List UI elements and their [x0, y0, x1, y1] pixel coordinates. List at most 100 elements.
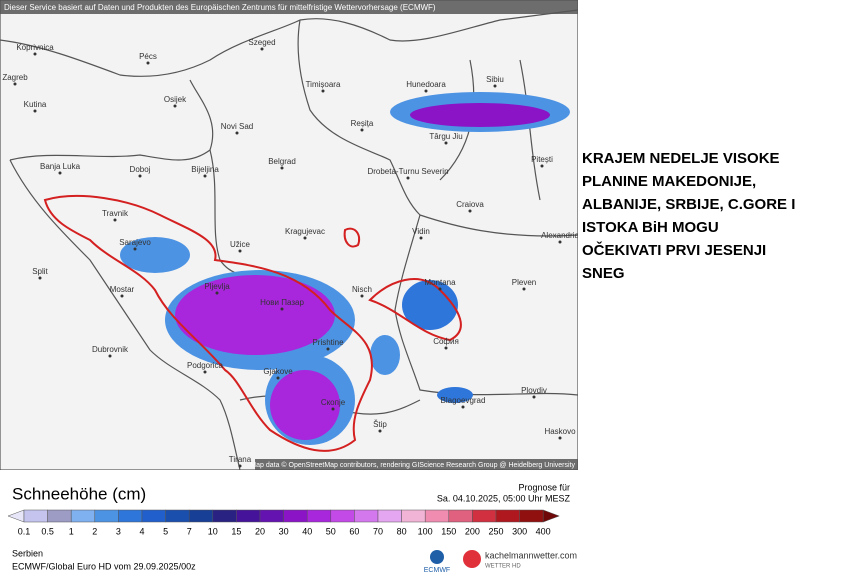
legend-swatch — [377, 509, 402, 523]
header-bar — [0, 0, 578, 14]
city-label: Sibiu — [486, 75, 504, 84]
legend-label: 300 — [512, 526, 527, 536]
city-label: Belgrad — [268, 157, 296, 166]
legend-swatch — [47, 509, 72, 523]
city-dot — [444, 141, 448, 145]
city-dot — [260, 47, 264, 51]
legend-swatch — [495, 509, 520, 523]
city-dot — [146, 61, 150, 65]
city-label: Novi Sad — [221, 122, 253, 131]
legend-swatch — [424, 509, 450, 523]
city-label: Blagoevgrad — [441, 396, 486, 405]
map: Dieser Service basiert auf Daten und Pro… — [0, 0, 578, 470]
legend-swatch — [354, 509, 379, 523]
city-label: Craiova — [456, 200, 484, 209]
city-label: Bijeljina — [191, 165, 219, 174]
city-label: Zagreb — [2, 73, 28, 82]
city-dot — [276, 376, 280, 380]
legend-label: 60 — [349, 526, 359, 536]
city-dot — [468, 209, 472, 213]
city-dot — [424, 89, 428, 93]
legend-label: 5 — [163, 526, 168, 536]
forecast-time: Sa. 04.10.2025, 05:00 Uhr MESZ — [437, 493, 571, 503]
city-label: Prishtine — [312, 338, 344, 347]
caption-line: OČEKIVATI PRVI JESENJI — [582, 242, 767, 259]
city-dot — [215, 291, 219, 295]
city-label: Mostar — [110, 285, 135, 294]
header: Dieser Service basiert auf Daten und Pro… — [4, 3, 436, 12]
city-dot — [558, 240, 562, 244]
legend-swatch — [283, 509, 308, 523]
city-dot — [235, 131, 239, 135]
legend-title: Schneehöhe (cm) — [12, 484, 146, 503]
caption-line: SNEG — [582, 265, 625, 282]
city-dot — [238, 464, 242, 468]
city-label: Szeged — [248, 38, 275, 47]
legend-label: 4 — [139, 526, 144, 536]
city-label: София — [433, 337, 459, 346]
legend-swatch — [259, 509, 284, 523]
city-label: Banja Luka — [40, 162, 81, 171]
city-label: Nisch — [352, 285, 372, 294]
legend-label: 200 — [465, 526, 480, 536]
legend-label: 0.5 — [41, 526, 54, 536]
city-dot — [532, 395, 536, 399]
city-label: Montana — [424, 278, 456, 287]
legend-label: 10 — [208, 526, 218, 536]
city-dot — [558, 436, 562, 440]
city-dot — [58, 171, 62, 175]
city-label: Pleven — [512, 278, 536, 287]
city-dot — [280, 166, 284, 170]
legend-swatch — [448, 509, 473, 523]
city-dot — [138, 174, 142, 178]
city-dot — [33, 109, 37, 113]
city-label: Timișoara — [306, 80, 341, 89]
city-label: Dubrovnik — [92, 345, 129, 354]
attribution-bar — [255, 459, 578, 470]
legend-label: 0.1 — [18, 526, 31, 536]
city-label: Pitești — [531, 155, 553, 164]
kachelmann-icon — [463, 550, 481, 568]
city-dot — [303, 236, 307, 240]
caption-line: ALBANIJE, SRBIJE, C.GORE I — [582, 196, 796, 213]
city-label: Kragujevac — [285, 227, 325, 236]
city-label: Târgu Jiu — [429, 132, 462, 141]
attribution: Map data © OpenStreetMap contributors, r… — [250, 461, 575, 469]
legend-label: 20 — [255, 526, 265, 536]
legend-swatch — [118, 509, 143, 523]
city-dot — [406, 176, 410, 180]
city-dot — [378, 429, 382, 433]
legend-swatch — [23, 509, 48, 523]
legend-label: 2 — [92, 526, 97, 536]
legend-label: 1 — [69, 526, 74, 536]
city-label: Travnik — [102, 209, 129, 218]
city-dot — [133, 247, 137, 251]
logo-sub: WETTER HD — [485, 564, 521, 570]
legend-swatch — [519, 509, 544, 523]
legend-swatch — [94, 509, 119, 523]
city-label: Pécs — [139, 52, 157, 61]
legend-swatch — [236, 509, 261, 523]
legend-swatch — [165, 509, 190, 523]
city-dot — [38, 276, 42, 280]
city-label: Užice — [230, 240, 251, 249]
city-dot — [493, 84, 497, 88]
legend-swatch — [212, 509, 237, 523]
city-label: Скопје — [321, 398, 346, 407]
city-label: Gjakove — [263, 367, 293, 376]
city-label: Doboj — [130, 165, 151, 174]
city-dot — [238, 249, 242, 253]
logo-kachelmann: kachelmannwetter.com — [485, 550, 577, 560]
legend-arrow — [7, 509, 25, 523]
city-dot — [203, 370, 207, 374]
legend-label: 40 — [302, 526, 312, 536]
model: ECMWF/Global Euro HD vom 29.09.2025/00z — [12, 561, 196, 571]
city-dot — [280, 307, 284, 311]
city-label: Koprivnica — [16, 43, 54, 52]
logo-ecmwf: ECMWF — [424, 567, 450, 574]
region: Serbien — [12, 548, 43, 558]
legend-label: 7 — [187, 526, 192, 536]
city-label: Drobeta-Turnu Severin — [367, 167, 448, 176]
legend-swatch — [330, 509, 355, 523]
